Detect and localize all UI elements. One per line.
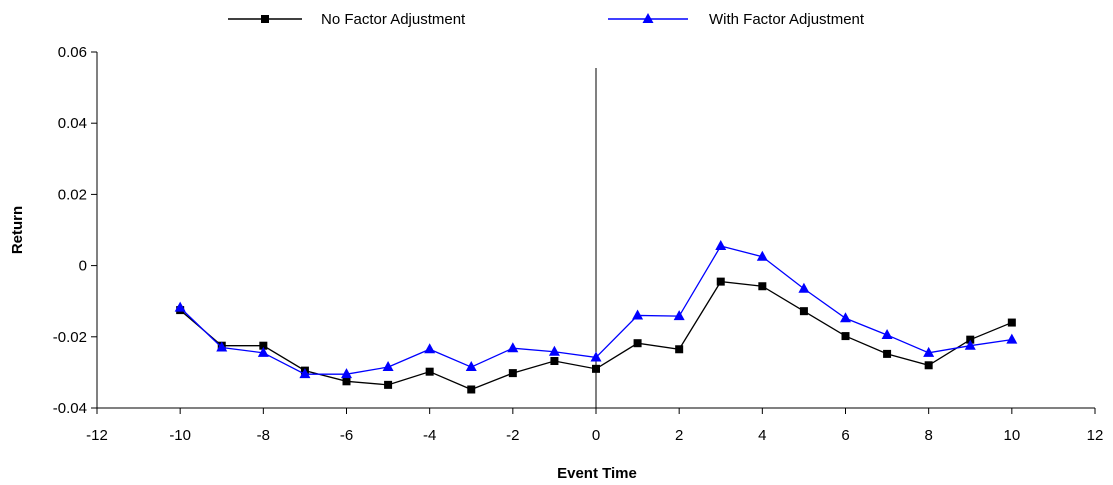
x-tick-label: -4 (423, 427, 436, 444)
point-with-adjustment (840, 312, 851, 323)
legend-marker-no-adjustment (261, 15, 269, 23)
x-tick-label: -10 (169, 427, 191, 444)
x-tick-label: 6 (841, 427, 849, 444)
point-with-adjustment (923, 346, 935, 357)
legend-label-no-adjustment: No Factor Adjustment (321, 11, 466, 28)
point-no-adjustment (259, 341, 268, 350)
x-tick-label: 2 (675, 427, 683, 444)
point-with-adjustment (216, 341, 228, 352)
point-no-adjustment (675, 345, 684, 354)
legend-label-with-adjustment: With Factor Adjustment (709, 11, 865, 28)
x-tick-label: 12 (1087, 427, 1104, 444)
x-tick-label: -2 (506, 427, 519, 444)
point-with-adjustment (715, 240, 727, 251)
point-with-adjustment (341, 368, 352, 379)
point-no-adjustment (425, 367, 434, 376)
x-tick-label: 0 (592, 427, 600, 444)
y-tick-label: 0.04 (58, 115, 87, 132)
point-with-adjustment (507, 342, 519, 353)
point-no-adjustment (1007, 318, 1016, 327)
y-tick-label: -0.04 (53, 400, 87, 417)
point-no-adjustment (758, 282, 767, 291)
point-with-adjustment (1006, 333, 1018, 344)
point-no-adjustment (467, 385, 476, 394)
x-tick-label: -12 (86, 427, 108, 444)
point-with-adjustment (590, 351, 602, 362)
point-no-adjustment (841, 332, 850, 341)
point-with-adjustment (424, 343, 436, 354)
plot-axes: -0.04 -0.02 0 0.02 0.04 0.06 -12 -10 -8 -6 -4 -2 0 2 4… (53, 44, 1104, 444)
point-no-adjustment (799, 307, 808, 316)
point-with-adjustment (756, 250, 768, 261)
point-no-adjustment (384, 380, 393, 389)
point-no-adjustment (633, 339, 642, 348)
legend-marker-with-adjustment (642, 13, 654, 23)
legend: No Factor Adjustment With Factor Adjustme… (228, 11, 865, 28)
plot-marks (174, 68, 1018, 408)
point-with-adjustment (257, 346, 269, 357)
point-with-adjustment (299, 368, 311, 379)
y-tick-label: 0 (79, 258, 87, 275)
point-with-adjustment (798, 282, 810, 293)
point-with-adjustment (964, 339, 976, 350)
point-no-adjustment (966, 335, 975, 344)
point-no-adjustment (550, 357, 559, 366)
point-with-adjustment (881, 329, 893, 340)
point-with-adjustment (382, 361, 394, 372)
point-no-adjustment (592, 364, 600, 373)
x-tick-label: -8 (257, 427, 270, 444)
y-tick-label: -0.02 (53, 329, 87, 346)
point-with-adjustment (174, 301, 186, 312)
x-axis-title: Event Time (557, 465, 637, 482)
point-no-adjustment (924, 361, 933, 370)
x-tick-label: 10 (1003, 427, 1020, 444)
point-with-adjustment (673, 310, 685, 321)
x-tick-label: -6 (340, 427, 353, 444)
y-tick-label: 0.02 (58, 186, 87, 203)
point-with-adjustment (632, 309, 644, 320)
point-no-adjustment (342, 377, 351, 386)
point-no-adjustment (716, 277, 725, 286)
y-tick-label: 0.06 (58, 44, 87, 61)
point-with-adjustment (465, 361, 477, 372)
y-axis-title: Return (9, 206, 26, 254)
x-tick-label: 8 (924, 427, 932, 444)
x-tick-label: 4 (758, 427, 766, 444)
point-with-adjustment (548, 345, 560, 356)
point-no-adjustment (883, 349, 892, 358)
point-no-adjustment (508, 369, 517, 378)
